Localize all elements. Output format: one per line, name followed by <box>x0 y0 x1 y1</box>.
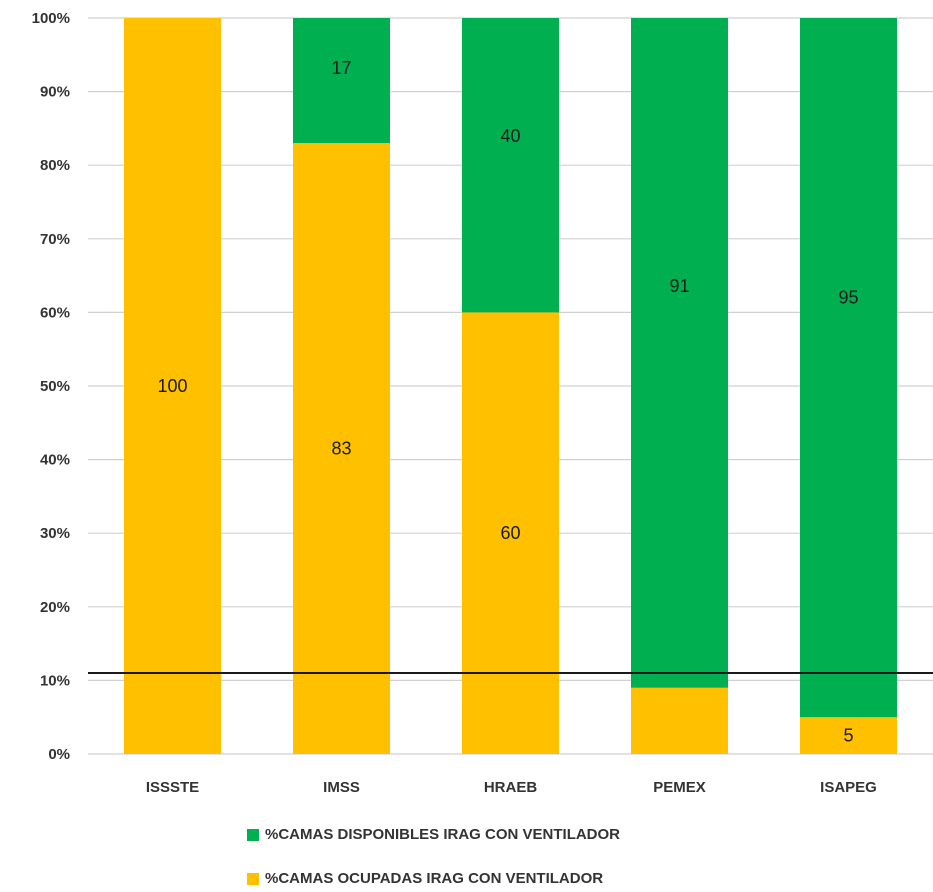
legend-label-ocupadas: %CAMAS OCUPADAS IRAG CON VENTILADOR <box>265 870 604 887</box>
y-tick-label: 100% <box>32 10 70 27</box>
y-tick-label: 70% <box>40 231 70 248</box>
bars <box>124 18 897 754</box>
data-label: 100 <box>157 376 187 396</box>
y-tick-label: 10% <box>40 672 70 689</box>
data-label: 17 <box>331 58 351 78</box>
data-label: 83 <box>331 439 351 459</box>
y-axis-ticks: 0% 10% 20% 30% 40% 50% 60% 70% 80% 90% 100% <box>32 10 70 763</box>
bar-segment <box>800 717 897 754</box>
y-tick-label: 80% <box>40 157 70 174</box>
y-tick-label: 0% <box>48 746 70 763</box>
data-labels: 100 83 17 60 40 91 5 95 <box>157 58 858 746</box>
bar-segment <box>800 18 897 718</box>
legend-swatch-ocupadas <box>247 872 259 885</box>
legend-item-ocupadas: %CAMAS OCUPADAS IRAG CON VENTILADOR <box>247 870 603 887</box>
data-label: 5 <box>843 726 853 746</box>
x-category-label: HRAEB <box>484 779 538 796</box>
data-label: 91 <box>669 276 689 296</box>
x-category-label: PEMEX <box>653 779 706 796</box>
y-tick-label: 60% <box>40 304 70 321</box>
legend-label-disponibles: %CAMAS DISPONIBLES IRAG CON VENTILADOR <box>265 826 621 843</box>
bar-segment <box>631 687 728 754</box>
bar-segment <box>293 143 390 754</box>
x-category-label: IMSS <box>323 779 360 796</box>
y-tick-label: 40% <box>40 452 70 469</box>
data-label: 95 <box>838 288 858 308</box>
legend-swatch-disponibles <box>247 828 259 841</box>
y-tick-label: 20% <box>40 599 70 616</box>
y-tick-label: 30% <box>40 525 70 542</box>
bar-segment <box>631 18 728 688</box>
bar-segment <box>124 18 221 754</box>
data-label: 60 <box>500 523 520 543</box>
bar-segment <box>293 18 390 144</box>
x-axis-categories: ISSSTE IMSS HRAEB PEMEX ISAPEG <box>146 779 877 796</box>
bar-segment <box>462 18 559 313</box>
data-label: 40 <box>500 126 520 146</box>
x-category-label: ISAPEG <box>820 779 877 796</box>
y-tick-label: 50% <box>40 378 70 395</box>
legend-item-disponibles: %CAMAS DISPONIBLES IRAG CON VENTILADOR <box>247 826 620 843</box>
y-tick-label: 90% <box>40 84 70 101</box>
x-category-label: ISSSTE <box>146 779 199 796</box>
bar-segment <box>462 312 559 754</box>
